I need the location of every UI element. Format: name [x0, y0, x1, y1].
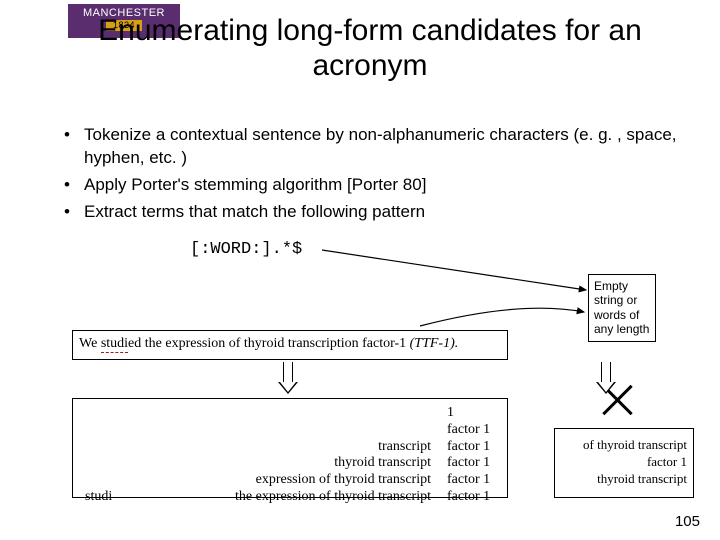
bullet-2: Apply Porter's stemming algorithm [Porte…: [62, 174, 692, 197]
down-arrow-icon: [598, 362, 614, 394]
table-row: thyroid transcriptfactor 1: [81, 455, 499, 472]
bullet-list: Tokenize a contextual sentence by non-al…: [62, 124, 692, 228]
logo-vertical-text: The University of Manchester: [8, 0, 20, 32]
results-box: 1factor 1transcriptfactor 1thyroid trans…: [72, 398, 508, 498]
slide-title: Enumerating long-form candidates for an …: [60, 14, 680, 83]
university-logo: MANCHESTER 1824 The University of Manche…: [0, 0, 60, 200]
sent-studi: studi: [101, 336, 128, 353]
bullet-1: Tokenize a contextual sentence by non-al…: [62, 124, 692, 170]
table-row: 1: [81, 405, 499, 422]
down-arrow-icon: [280, 362, 296, 394]
example-sentence-box: We studied the expression of thyroid tra…: [72, 330, 508, 360]
sent-prefix: We: [79, 336, 101, 351]
reject-line2: thyroid transcript: [561, 471, 687, 488]
page-number: 105: [675, 513, 700, 530]
annotation-box: Empty string or words of any length: [588, 274, 656, 342]
regex-pattern: [:WORD:].*$: [190, 240, 302, 259]
results-table: 1factor 1transcriptfactor 1thyroid trans…: [81, 405, 499, 506]
table-row: studithe expression of thyroid transcrip…: [81, 489, 499, 506]
reject-line1: of thyroid transcript factor 1: [561, 437, 687, 471]
table-row: expression of thyroid transcriptfactor 1: [81, 472, 499, 489]
table-row: factor 1: [81, 422, 499, 439]
sent-mid: the expression of thyroid transcription …: [141, 336, 409, 351]
sent-ital: (TTF-1).: [410, 336, 459, 351]
rejected-box: of thyroid transcript factor 1 thyroid t…: [554, 428, 694, 498]
sent-ed: ed: [128, 336, 141, 351]
bullet-3: Extract terms that match the following p…: [62, 201, 692, 224]
table-row: transcriptfactor 1: [81, 439, 499, 456]
